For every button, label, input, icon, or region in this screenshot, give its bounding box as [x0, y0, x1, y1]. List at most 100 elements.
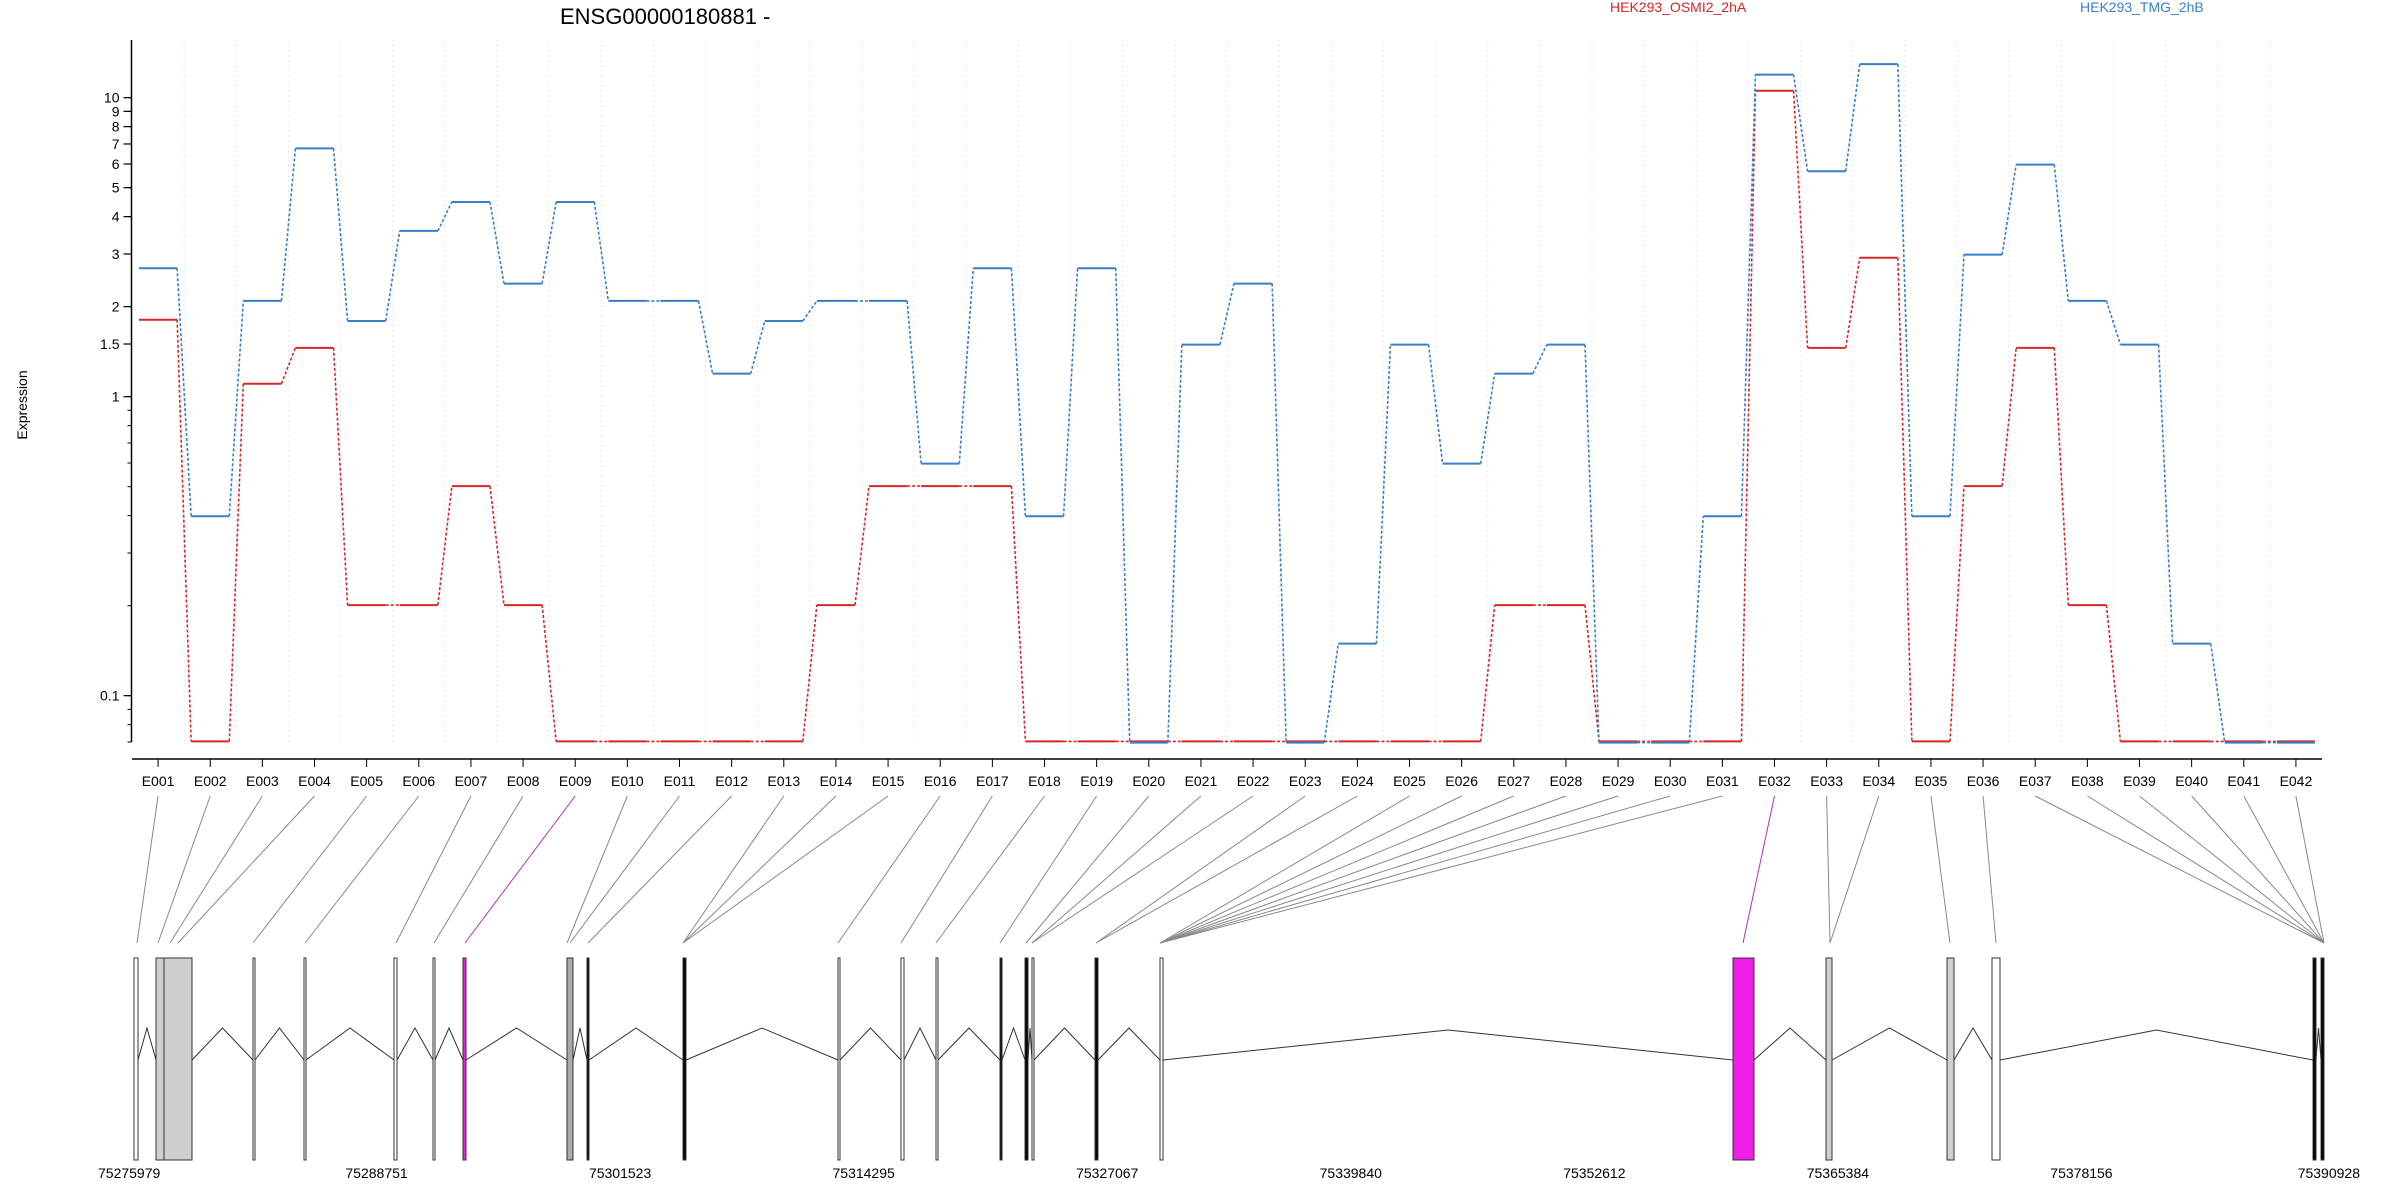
intron-line	[839, 1027, 902, 1061]
series-connector	[489, 201, 505, 284]
y-tick-label: 8	[112, 119, 120, 135]
exon-box	[1094, 957, 1099, 1161]
exon-connector	[433, 795, 524, 944]
intron-line	[1753, 1027, 1827, 1061]
coordinate-label: 75314295	[833, 1165, 896, 1181]
coordinate-label: 75301523	[589, 1165, 652, 1181]
intron-line	[305, 1027, 395, 1061]
series-connector	[1584, 344, 1600, 743]
exon-connector	[252, 795, 368, 944]
series-connector	[1010, 268, 1027, 517]
series-connector	[228, 300, 245, 517]
series-connector	[906, 300, 922, 464]
exon-box	[682, 957, 687, 1161]
series-connector	[332, 347, 349, 606]
x-tick-label: E018	[1028, 773, 1061, 789]
series-connector	[749, 320, 766, 374]
x-tick-label: E031	[1706, 773, 1739, 789]
x-tick-label: E017	[976, 773, 1009, 789]
series-connector	[1949, 254, 1965, 517]
exon-connector	[837, 795, 941, 944]
coordinate-label: 75275979	[98, 1165, 161, 1181]
series-connector	[1375, 344, 1392, 644]
series-connector	[802, 604, 818, 742]
exon-connector	[1095, 795, 1358, 944]
series-lines	[139, 63, 2315, 744]
exon-connector	[1982, 795, 1997, 944]
x-tick-label: E035	[1915, 773, 1948, 789]
intron-line	[191, 1027, 254, 1061]
series-connector	[176, 268, 192, 517]
exon-connector	[1159, 795, 1567, 944]
y-tick-label: 9	[112, 103, 120, 119]
intron-line	[254, 1027, 305, 1061]
series-connector	[2001, 164, 2017, 255]
x-tick-label: E028	[1550, 773, 1583, 789]
exon-connector	[2087, 795, 2325, 944]
x-tick-label: E005	[350, 773, 383, 789]
exon-box	[133, 957, 139, 1161]
series-connector	[1323, 643, 1340, 743]
x-tick-label: E013	[767, 773, 800, 789]
intron-line	[1162, 1029, 1734, 1061]
intron-line	[1999, 1029, 2314, 1061]
exon-connector	[900, 795, 993, 944]
y-tick-label: 7	[112, 136, 120, 152]
x-tick-label: E033	[1810, 773, 1843, 789]
exon-connector	[136, 795, 159, 944]
exon-connector	[1159, 795, 1410, 944]
intron-line	[937, 1027, 1001, 1061]
y-tick-label: 5	[112, 180, 120, 196]
coordinate-label: 75288751	[345, 1165, 408, 1181]
exon-box	[462, 957, 467, 1161]
exon-connector	[1159, 795, 1514, 944]
series-connector	[384, 230, 401, 322]
gene-track: 75275979 75288751 75301523 75314295 75327067…	[98, 795, 2360, 1181]
x-tick-label: E029	[1602, 773, 1635, 789]
series-connector	[541, 201, 557, 284]
series-connector	[437, 201, 453, 232]
series-connector	[1897, 257, 1913, 742]
exon-connector	[1159, 795, 1619, 944]
series-connector	[1167, 344, 1183, 743]
exon-box	[999, 957, 1003, 1161]
exon-box	[1825, 957, 1833, 1161]
intron-line	[465, 1027, 568, 1061]
x-tick-label: E004	[298, 773, 331, 789]
exon-connector	[2295, 795, 2325, 944]
x-tick-label: E002	[194, 773, 227, 789]
series-connector	[1532, 344, 1548, 374]
series-connector	[1010, 486, 1027, 742]
series-1	[139, 89, 2315, 743]
series-connector	[228, 383, 245, 742]
coordinate-label: 75352612	[1563, 1165, 1626, 1181]
x-tick-label: E022	[1237, 773, 1270, 789]
intron-line	[1953, 1027, 1993, 1061]
exon-connector	[177, 795, 315, 944]
x-tick-label: E019	[1080, 773, 1113, 789]
intron-line	[1097, 1027, 1161, 1061]
exon-connector	[682, 795, 889, 944]
series-connector	[1949, 486, 1965, 742]
series-connector	[1897, 64, 1913, 517]
exon-connector	[1826, 795, 1831, 944]
exon-connector	[2139, 795, 2325, 944]
exon-connector	[1095, 795, 1306, 944]
exon-box	[163, 957, 193, 1161]
series-connector	[1271, 283, 1287, 743]
exon-connector	[464, 795, 576, 944]
exon-connector	[1159, 795, 1723, 944]
intron-line	[137, 1026, 157, 1061]
series-connector	[176, 319, 192, 742]
exon-box	[1946, 957, 1955, 1161]
series-connector	[1740, 90, 1757, 742]
y-tick-label: 2	[112, 299, 120, 315]
series-connector	[1584, 604, 1600, 742]
exon-box	[1031, 957, 1035, 1161]
exon-box	[566, 957, 574, 1161]
series-connector	[280, 148, 297, 301]
exon-connector	[2243, 795, 2325, 944]
